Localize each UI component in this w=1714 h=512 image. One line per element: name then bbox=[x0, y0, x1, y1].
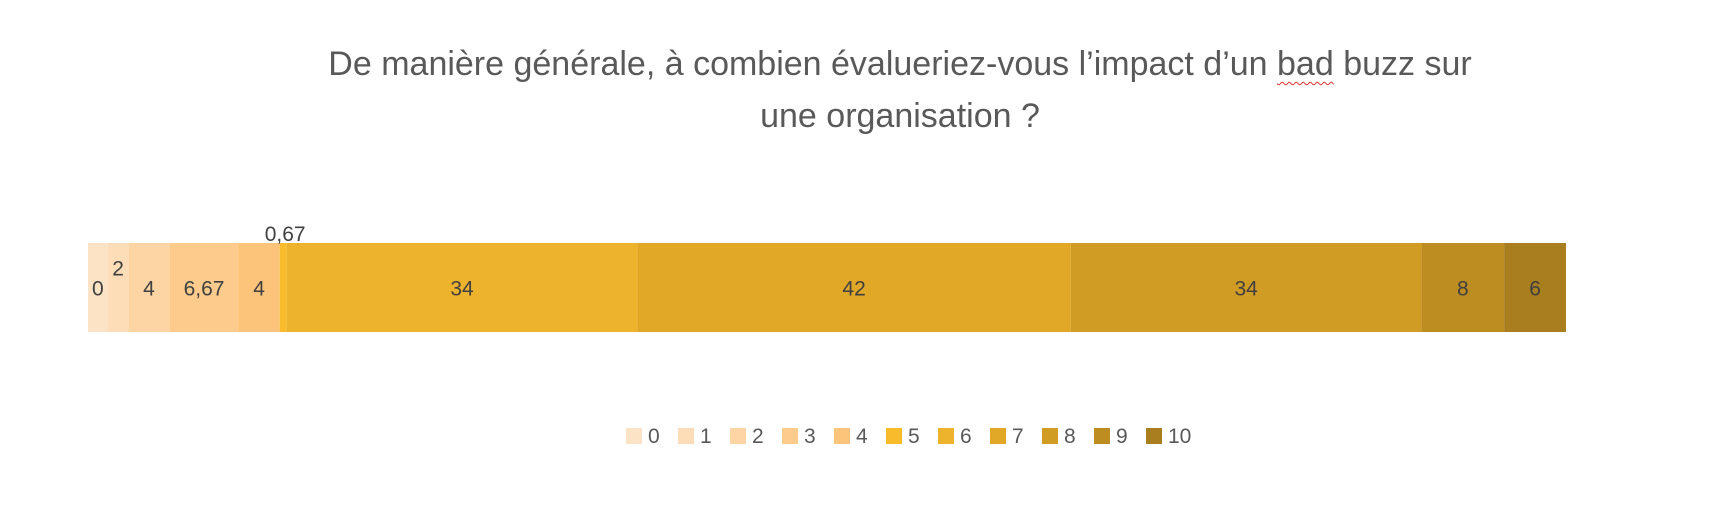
legend-swatch-9 bbox=[1094, 428, 1110, 444]
bar-segment-10 bbox=[1504, 243, 1566, 332]
legend-swatch-4 bbox=[834, 428, 850, 444]
legend-label-7: 7 bbox=[1012, 425, 1024, 448]
legend-label-9: 9 bbox=[1116, 425, 1128, 448]
data-label-3: 6,67 bbox=[184, 278, 225, 301]
legend-label-1: 1 bbox=[700, 425, 712, 448]
legend-swatch-1 bbox=[678, 428, 694, 444]
data-label-8: 34 bbox=[1234, 278, 1258, 301]
data-label-9: 8 bbox=[1457, 278, 1469, 301]
legend-label-5: 5 bbox=[908, 425, 920, 448]
legend-swatch-7 bbox=[990, 428, 1006, 444]
legend-label-3: 3 bbox=[804, 425, 816, 448]
chart-title-line-2: une organisation ? bbox=[760, 97, 1040, 135]
legend-swatch-10 bbox=[1146, 428, 1162, 444]
bar-segment-2 bbox=[128, 243, 170, 332]
bar-segment-8 bbox=[1070, 243, 1422, 332]
legend-swatch-0 bbox=[626, 428, 642, 444]
spellcheck-underlined-word: bad bbox=[1277, 45, 1334, 83]
legend-swatch-2 bbox=[730, 428, 746, 444]
data-label-2: 4 bbox=[143, 278, 155, 301]
chart-title: De manière générale, à combien évaluerie… bbox=[200, 38, 1600, 142]
bar-segment-0 bbox=[88, 243, 108, 332]
legend-label-6: 6 bbox=[960, 425, 972, 448]
bar-segments bbox=[88, 243, 1566, 332]
legend-swatch-3 bbox=[782, 428, 798, 444]
legend-label-4: 4 bbox=[856, 425, 868, 448]
bar-segment-6 bbox=[286, 243, 638, 332]
legend-label-8: 8 bbox=[1064, 425, 1076, 448]
legend-swatch-8 bbox=[1042, 428, 1058, 444]
legend-label-2: 2 bbox=[752, 425, 764, 448]
legend-swatch-6 bbox=[938, 428, 954, 444]
data-label-7: 42 bbox=[842, 278, 865, 301]
legend-swatch-5 bbox=[886, 428, 902, 444]
data-label-0: 0 bbox=[92, 278, 104, 301]
chart-title-line-1: De manière générale, à combien évaluerie… bbox=[328, 45, 1472, 83]
bar-segment-9 bbox=[1421, 243, 1505, 332]
legend-label-0: 0 bbox=[648, 425, 660, 448]
legend-label-10: 10 bbox=[1168, 425, 1191, 448]
legend: 0 1 2 3 4 5 6 7 8 9 10 bbox=[626, 425, 1191, 448]
bar-segment-3 bbox=[169, 243, 239, 332]
data-label-6: 34 bbox=[450, 278, 474, 301]
bar-segment-1 bbox=[107, 243, 129, 332]
data-label-10: 6 bbox=[1529, 278, 1541, 301]
data-label-4: 4 bbox=[253, 278, 265, 301]
bar-segment-7 bbox=[637, 243, 1071, 332]
bar-segment-5 bbox=[279, 243, 287, 332]
bar-segment-4 bbox=[238, 243, 280, 332]
data-label-5: 0,67 bbox=[265, 223, 306, 246]
data-label-1: 2 bbox=[112, 258, 124, 281]
